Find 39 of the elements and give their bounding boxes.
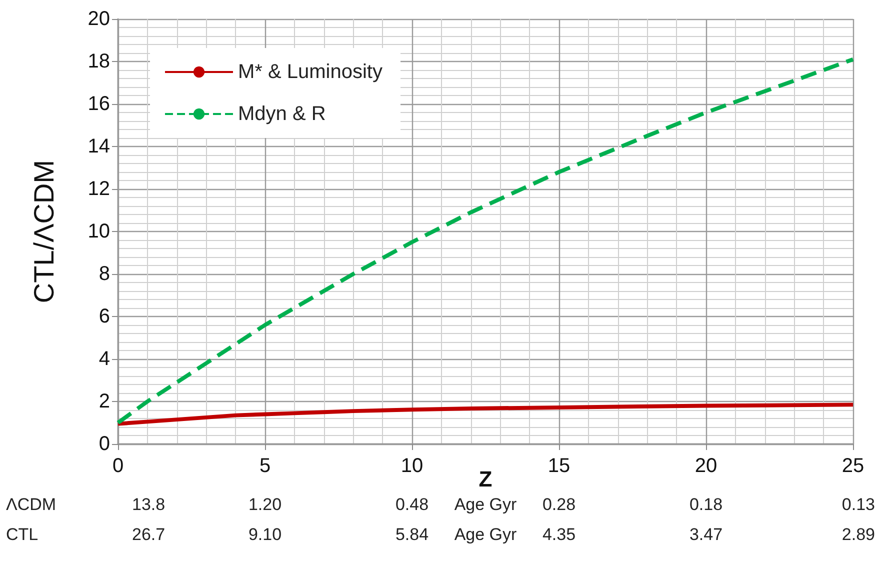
text: CTL [6,525,38,544]
text: 0.13 [842,495,875,514]
text: 4.35 [542,525,576,544]
x-tick-label: 10 [400,455,424,477]
x-tick-label: 15 [548,455,570,477]
y-axis-title: CTL/ΛCDM [28,160,60,304]
y-tick-label: 6 [98,306,110,328]
text: 0.28 [542,495,576,514]
line-series [116,57,855,425]
y-tick-label: 2 [98,390,110,412]
x-tick-label: 5 [259,455,271,477]
x-tick-label: 25 [842,455,864,477]
y-tick-label: 20 [88,8,110,30]
text: 5.84 [395,525,429,544]
y-tick-label: 10 [88,220,110,242]
y-tick-label: 14 [88,136,110,158]
y-tick-label: 18 [88,50,110,72]
text: 13.8 [132,495,166,514]
y-tick-label: 0 [98,433,110,455]
text: 2.89 [842,525,875,544]
y-tick-label: 16 [88,93,110,115]
text: 0.18 [689,495,723,514]
text: 26.7 [132,525,166,544]
text: ΛCDM [6,495,56,514]
y-tick-label: 8 [98,263,110,285]
x-tick-label: 20 [694,455,718,477]
y-tick-label: 12 [88,178,110,200]
line-series [116,402,855,426]
text: 0.48 [395,495,429,514]
text: Age Gyr [454,495,518,514]
y-tick-label: 4 [98,348,110,370]
text: Age Gyr [454,525,518,544]
text: 1.20 [248,495,282,514]
x-axis-title: Z [478,466,492,492]
text: 3.47 [689,525,723,544]
text: 9.10 [248,525,282,544]
legend-label: Mdyn & R [238,103,326,125]
x-tick-label: 0 [112,455,124,477]
legend-label: M* & Luminosity [238,61,382,83]
